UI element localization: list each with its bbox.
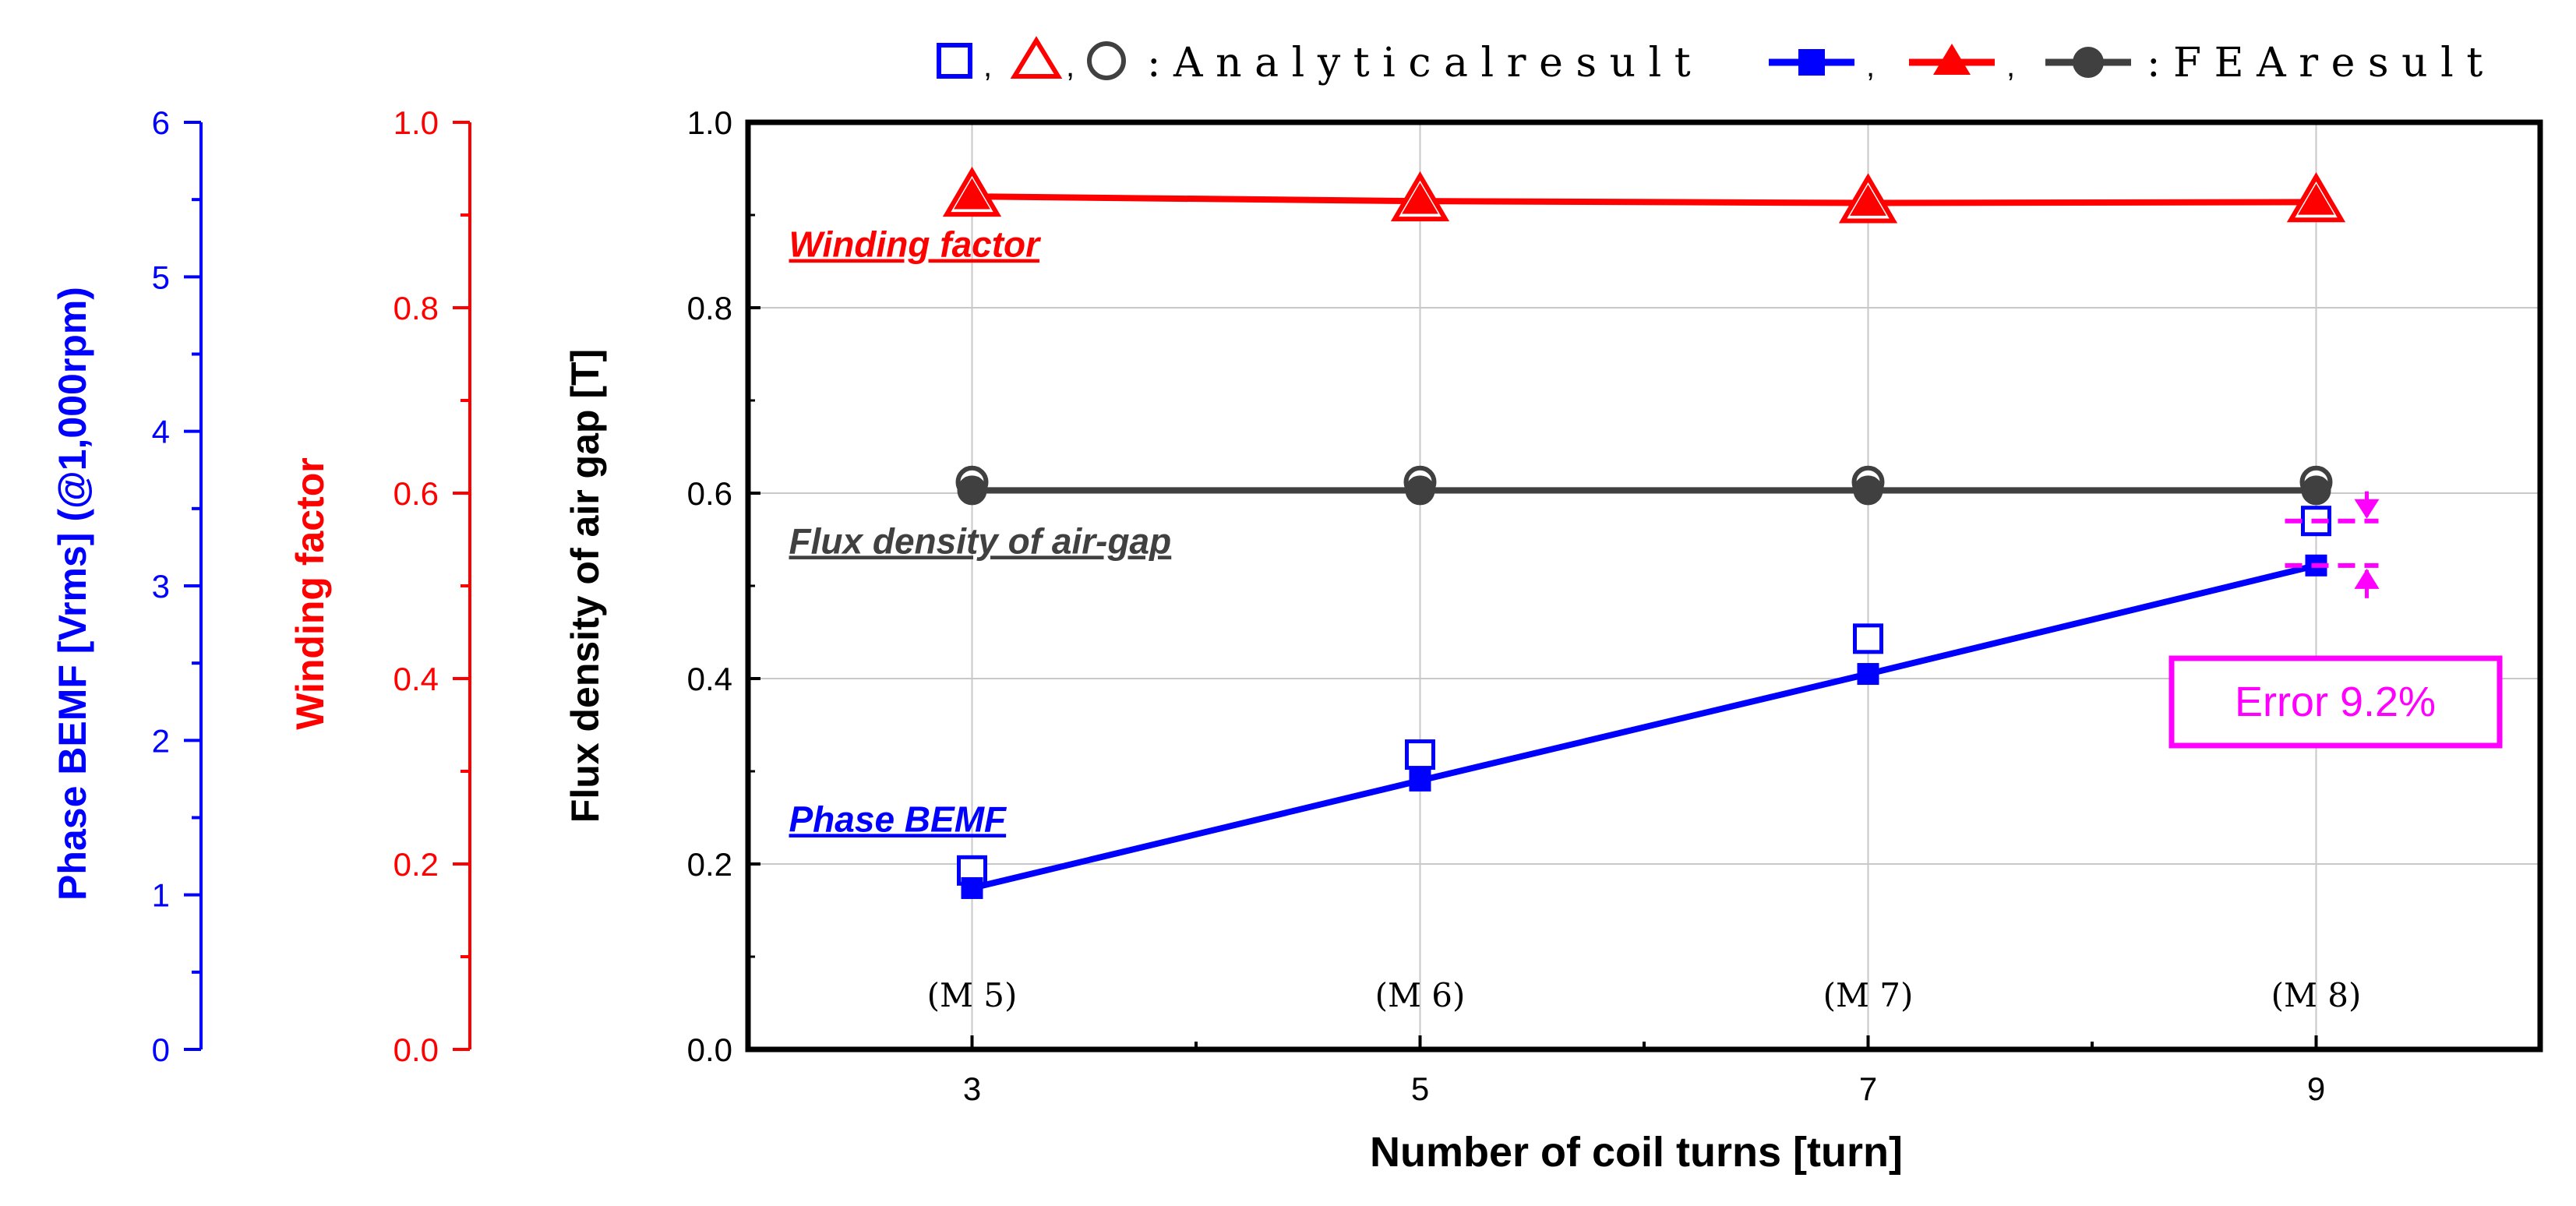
y-tick-label: 0.4 (687, 661, 732, 697)
axis-tick-label: 2 (152, 722, 170, 759)
axis-title: Phase BEMF [Vrms] (@1,000rpm) (51, 287, 94, 901)
axis-title: Winding factor (288, 457, 332, 730)
x-tick-label: 7 (1859, 1070, 1877, 1107)
legend-comma: , (1066, 49, 1075, 83)
axis-tick-label: 3 (152, 568, 170, 605)
data-point (2298, 183, 2334, 215)
data-point (954, 178, 990, 210)
axis-ticks: 3 5 7 9 0.0 0.2 0.4 0.6 0.8 1.0 Number of coil tur… (563, 104, 2325, 1176)
axis-tick-label: 1 (152, 877, 170, 914)
legend-square-open-icon (937, 43, 972, 79)
series-line (971, 562, 2317, 891)
x-tick-label: 9 (2307, 1070, 2325, 1107)
y-tick-label: 0.8 (687, 290, 732, 326)
axis-tick-label: 6 (152, 104, 170, 141)
series-label: Flux density of air-gap (789, 520, 1172, 561)
data-point (1405, 475, 1435, 506)
model-label: (M 6) (1375, 976, 1466, 1014)
series-circle-filled (957, 475, 2331, 506)
legend-triangle-filled-icon (1933, 44, 1971, 75)
data-point (1853, 623, 1883, 654)
legend-analytical-text: : A n a l y t i c a l r e s u l t (1147, 40, 1691, 86)
labels-layer: (M 5) (M 6) (M 7) (M 8) Winding factor Flux d… (789, 224, 2362, 1014)
y-tick-label: 0.2 (687, 846, 732, 883)
legend-comma: , (2006, 49, 2015, 83)
x-tick-label: 5 (1411, 1070, 1429, 1107)
model-label: (M 7) (1823, 976, 1914, 1014)
axis-tick-label: 0.0 (393, 1031, 439, 1068)
error-arrow-bottom-head (2354, 568, 2380, 589)
axis-tick-label: 0.4 (393, 661, 439, 697)
x-axis-title: Number of coil turns [turn] (1370, 1129, 1903, 1176)
legend: ,, : A n a l y t i c a l r e s u l t,, : F… (937, 36, 2482, 86)
legend-square-filled-icon (1798, 49, 1825, 76)
data-point (1409, 769, 1431, 792)
axis-tick-label: 0.2 (393, 846, 439, 883)
y-tick-label: 1.0 (687, 104, 732, 141)
data-point (957, 475, 987, 506)
legend-comma: , (1866, 49, 1875, 83)
axis-tick-label: 5 (152, 259, 170, 295)
axis-tick-label: 0.6 (393, 475, 439, 512)
y-tick-label: 0.6 (687, 475, 732, 512)
x-tick-label: 3 (963, 1070, 981, 1107)
axis-tick-label: 4 (152, 414, 170, 450)
model-label: (M 8) (2271, 976, 2362, 1014)
axis-tick-label: 0.8 (393, 290, 439, 326)
series-line (972, 193, 2317, 206)
series-triangle-filled (954, 178, 2334, 216)
legend-fea-text: : F E A r e s u l t (2147, 40, 2482, 86)
series-square-open (957, 506, 2331, 886)
legend-circle-open-icon (1087, 41, 1126, 80)
data-point (1850, 184, 1886, 216)
axis-tick-label: 0 (152, 1031, 170, 1068)
y-tick-label: 0.0 (687, 1031, 732, 1068)
error-label: Error 9.2% (2235, 679, 2436, 725)
legend-comma: , (983, 49, 992, 83)
model-label: (M 5) (927, 976, 1018, 1014)
series-label: Phase BEMF (789, 799, 1008, 839)
series-layer (942, 166, 2346, 899)
legend-triangle-open-icon (1010, 36, 1063, 79)
data-point (1405, 739, 1435, 770)
legend-circle-filled-icon (2073, 47, 2104, 78)
series-label: Winding factor (789, 224, 1042, 265)
data-point (1402, 182, 1438, 214)
data-point (2301, 475, 2331, 506)
data-point (961, 876, 983, 899)
error-arrow-top-head (2354, 499, 2380, 519)
error-box (2168, 655, 2503, 749)
y-axis-title: Flux density of air gap [T] (563, 349, 607, 823)
annotation: Error 9.2% (2168, 491, 2503, 749)
bemf-axis: 0 1 2 3 4 5 6 Phase BEMF [Vrms] (@1,000rpm) (51, 104, 203, 1068)
axis-tick-label: 1.0 (393, 104, 439, 141)
winding-axis: 0.0 0.2 0.4 0.6 0.8 1.0 Winding factor (288, 104, 471, 1068)
data-point (1857, 663, 1879, 686)
data-point (1853, 475, 1883, 506)
